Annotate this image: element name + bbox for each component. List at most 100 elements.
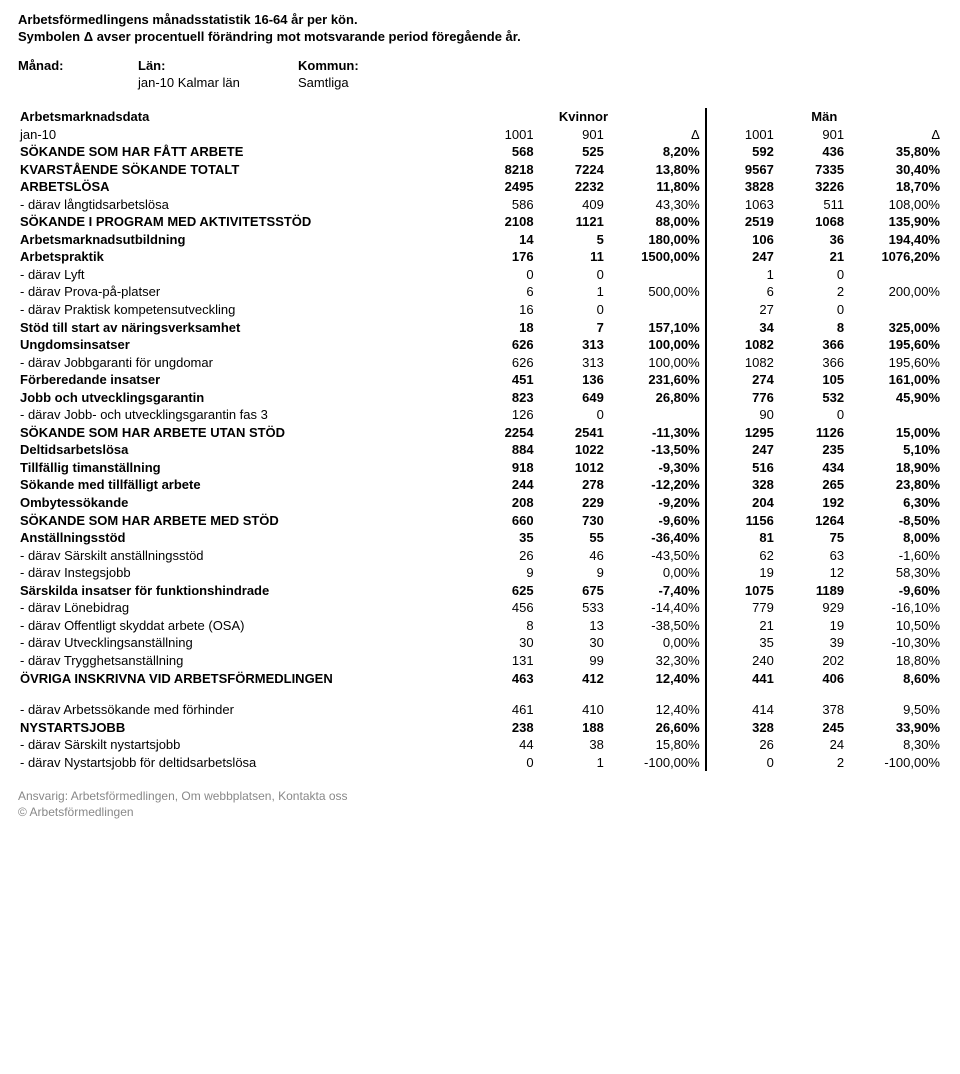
cell-value: 511 [776,196,846,214]
cell-value: 412 [536,670,606,688]
cell-value: 366 [776,336,846,354]
cell-value: 1264 [776,512,846,530]
row-label: Arbetspraktik [18,248,465,266]
cell-value: 901 [536,126,606,144]
cell-value: 533 [536,599,606,617]
row-label: - därav Särskilt anställningsstöd [18,547,465,565]
cell-value: 45,90% [846,389,942,407]
table-row: Tillfällig timanställning9181012-9,30%51… [18,459,942,477]
cell-value: 625 [465,582,535,600]
filter-values-row: jan-10 Kalmar län Samtliga [18,75,942,90]
cell-value: 204 [706,494,776,512]
row-label: Tillfällig timanställning [18,459,465,477]
cell-value: 131 [465,652,535,670]
cell-value: 11 [536,248,606,266]
filter-labels-row: Månad: Län: Kommun: [18,58,942,73]
table-row: - därav Praktisk kompetensutveckling1602… [18,301,942,319]
cell-value: 21 [776,248,846,266]
cell-value: 100,00% [606,354,702,372]
cell-value: 136 [536,371,606,389]
cell-value: 1156 [706,512,776,530]
cell-value: -9,60% [606,512,702,530]
cell-value: -12,20% [606,476,702,494]
table-row: Arbetsmarknadsutbildning145180,00%106361… [18,231,942,249]
table-row: - därav långtidsarbetslösa58640943,30%10… [18,196,942,214]
cell-value: 626 [465,336,535,354]
cell-value: 586 [465,196,535,214]
page-footer: Ansvarig: Arbetsförmedlingen, Om webbpla… [18,789,942,819]
cell-value: 313 [536,354,606,372]
cell-value: 278 [536,476,606,494]
cell-value: 901 [776,126,846,144]
table-row: Deltidsarbetslösa8841022-13,50%2472355,1… [18,441,942,459]
cell-value: 3828 [706,178,776,196]
row-label: Anställningsstöd [18,529,465,547]
cell-value: 265 [776,476,846,494]
row-label: ARBETSLÖSA [18,178,465,196]
cell-value: 9567 [706,161,776,179]
table-row: Ombytessökande208229-9,20%2041926,30% [18,494,942,512]
cell-value: 1076,20% [846,248,942,266]
cell-value: 451 [465,371,535,389]
cell-value: 2254 [465,424,535,442]
cell-value: 366 [776,354,846,372]
municipality-label: Kommun: [298,58,418,73]
cell-value: 328 [706,476,776,494]
table-row: - därav Jobb- och utvecklingsgarantin fa… [18,406,942,424]
cell-value: 7335 [776,161,846,179]
row-label: SÖKANDE SOM HAR ARBETE UTAN STÖD [18,424,465,442]
cell-value: 43,30% [606,196,702,214]
data-label-header: Arbetsmarknadsdata [18,108,465,126]
cell-value: 62 [706,547,776,565]
cell-value: 1126 [776,424,846,442]
row-label: - därav Offentligt skyddat arbete (OSA) [18,617,465,635]
cell-value: 244 [465,476,535,494]
table-row: SÖKANDE SOM HAR ARBETE UTAN STÖD22542541… [18,424,942,442]
cell-value: 26,60% [606,719,702,737]
spacer-row [18,687,942,701]
row-label: - därav Jobbgaranti för ungdomar [18,354,465,372]
cell-value: 36 [776,231,846,249]
cell-value: 1082 [706,354,776,372]
cell-value: 463 [465,670,535,688]
cell-value: 525 [536,143,606,161]
cell-value: 410 [536,701,606,719]
cell-value: -36,40% [606,529,702,547]
cell-value: -11,30% [606,424,702,442]
cell-value: -100,00% [606,754,702,772]
row-label: - därav Utvecklingsanställning [18,634,465,652]
cell-value: 918 [465,459,535,477]
cell-value: 406 [776,670,846,688]
cell-value: 0 [536,266,606,284]
cell-value: 0 [776,266,846,284]
cell-value: 27 [706,301,776,319]
cell-value: 592 [706,143,776,161]
cell-value: 30,40% [846,161,942,179]
cell-value: 19 [706,564,776,582]
cell-value: 33,90% [846,719,942,737]
cell-value: 0 [536,406,606,424]
row-label: NYSTARTSJOBB [18,719,465,737]
table-row: - därav Jobbgaranti för ungdomar62631310… [18,354,942,372]
cell-value: 929 [776,599,846,617]
cell-value: 516 [706,459,776,477]
cell-value: 0,00% [606,564,702,582]
cell-value: 0 [706,754,776,772]
table-row: - därav Instegsjobb990,00%191258,30% [18,564,942,582]
footer-line2: © Arbetsförmedlingen [18,805,942,819]
cell-value: -16,10% [846,599,942,617]
table-row: ARBETSLÖSA2495223211,80%3828322618,70% [18,178,942,196]
cell-value [846,301,942,319]
cell-value: 63 [776,547,846,565]
cell-value: 99 [536,652,606,670]
cell-value: 532 [776,389,846,407]
cell-value: 675 [536,582,606,600]
cell-value: 14 [465,231,535,249]
cell-value: 1 [536,754,606,772]
cell-value: 202 [776,652,846,670]
cell-value: 2495 [465,178,535,196]
cell-value: -43,50% [606,547,702,565]
kvinnor-header: Kvinnor [465,108,701,126]
cell-value: 5,10% [846,441,942,459]
cell-value: 6 [465,283,535,301]
